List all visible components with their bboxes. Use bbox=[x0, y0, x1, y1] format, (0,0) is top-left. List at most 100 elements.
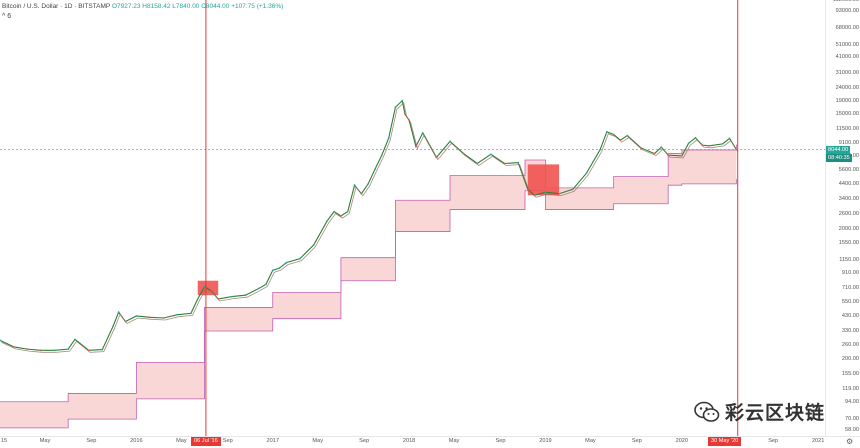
price-point bbox=[326, 219, 329, 222]
watermark-text: 彩云区块链 bbox=[725, 402, 826, 424]
time-tick-label: 2021 bbox=[811, 438, 825, 444]
price-point bbox=[312, 244, 315, 246]
price-point bbox=[176, 313, 179, 316]
price-point bbox=[708, 144, 710, 147]
time-tick-label: May bbox=[176, 438, 187, 444]
price-point bbox=[340, 215, 342, 217]
time-tick-label: 2016 bbox=[130, 438, 143, 444]
price-point bbox=[53, 349, 56, 352]
band-upper-line bbox=[0, 144, 737, 403]
price-tick-label: 200.00 bbox=[841, 356, 859, 363]
interval-label[interactable]: 1D bbox=[64, 3, 73, 10]
indicator-toggle[interactable]: ^ 6 bbox=[2, 13, 12, 20]
price-tick-label: 910.00 bbox=[841, 270, 859, 277]
price-point bbox=[217, 298, 220, 300]
time-tick-label: Sep bbox=[631, 438, 642, 444]
price-point bbox=[415, 145, 417, 148]
time-tick-label: 15 bbox=[0, 438, 8, 444]
price-point bbox=[367, 182, 370, 185]
settings-gear-icon[interactable]: ⚙ bbox=[846, 437, 854, 446]
price-candle-line bbox=[1, 102, 739, 353]
price-point bbox=[667, 154, 670, 157]
price-point bbox=[244, 294, 247, 297]
price-point bbox=[162, 317, 165, 319]
time-tick-label: Sep bbox=[359, 438, 370, 444]
time-tick-label: 2018 bbox=[402, 438, 416, 444]
price-tick-label: 155.00 bbox=[841, 370, 859, 377]
time-tick-label: May bbox=[39, 438, 51, 444]
price-point bbox=[404, 113, 406, 116]
price-point bbox=[408, 119, 410, 122]
price-point bbox=[112, 325, 115, 327]
price-tick-label: 710.00 bbox=[841, 284, 859, 291]
price-point bbox=[230, 295, 233, 298]
price-point bbox=[360, 192, 363, 195]
chart-legend: Bitcoin / U.S. Dollar · 1D · BITSTAMP O7… bbox=[2, 3, 284, 10]
time-marker-right-tag: 30 May '20 bbox=[708, 437, 742, 446]
symbol-title: Bitcoin / U.S. Dollar bbox=[2, 3, 59, 10]
ohlc-values: O7927.23 H8158.42 L7840.00 C8044.00 +107… bbox=[111, 3, 284, 10]
price-point bbox=[660, 146, 663, 149]
price-point bbox=[653, 152, 656, 155]
watermark: 彩云区块链 bbox=[694, 398, 825, 425]
price-point bbox=[585, 172, 588, 175]
price-point bbox=[67, 348, 70, 351]
price-point bbox=[721, 142, 724, 145]
time-tick-label: 2017 bbox=[266, 438, 279, 444]
time-marker-left-tag: 06 Jul '16 bbox=[191, 437, 221, 446]
price-point bbox=[203, 285, 206, 288]
price-point bbox=[265, 283, 267, 286]
price-point bbox=[196, 298, 199, 300]
price-point bbox=[680, 155, 683, 157]
price-point bbox=[701, 144, 704, 147]
price-point bbox=[74, 338, 76, 341]
price-tick-label: 1550.00 bbox=[838, 240, 859, 247]
price-tick-label: 24000.00 bbox=[835, 84, 859, 91]
price-point bbox=[517, 161, 520, 164]
time-tick-label: Sep bbox=[495, 438, 506, 444]
red-block-0 bbox=[197, 280, 219, 296]
price-point bbox=[380, 154, 383, 157]
price-point bbox=[462, 152, 465, 155]
price-chart[interactable] bbox=[0, 0, 825, 436]
price-point bbox=[558, 192, 560, 195]
price-tick-label: 3400.00 bbox=[838, 195, 859, 202]
exchange-label: BITSTAMP bbox=[78, 3, 111, 10]
price-axis[interactable]: 112000.00 93000.00 68000.00 51000.00 41000.0… bbox=[825, 0, 860, 436]
price-point bbox=[40, 349, 42, 352]
price-tick-label: 5600.00 bbox=[838, 167, 859, 174]
price-tick-label: 19000.00 bbox=[835, 97, 859, 104]
price-point bbox=[619, 139, 622, 142]
price-tick-label: 11500.00 bbox=[836, 126, 859, 133]
price-point bbox=[190, 312, 192, 315]
price-point bbox=[26, 348, 29, 351]
price-point bbox=[571, 188, 574, 191]
price-tick-label: 70.00 bbox=[845, 416, 859, 423]
price-point bbox=[626, 134, 629, 137]
price-tick-label: 2600.00 bbox=[838, 210, 859, 217]
price-point bbox=[533, 194, 536, 197]
price-point bbox=[394, 106, 397, 108]
price-tick-label: 31000.00 bbox=[835, 69, 859, 76]
price-tick-label: 330.00 bbox=[841, 328, 859, 335]
price-tick-label: 4400.00 bbox=[838, 180, 859, 187]
price-point bbox=[210, 289, 213, 292]
price-tick-label: 68000.00 bbox=[835, 25, 859, 32]
price-point bbox=[687, 142, 690, 145]
price-point bbox=[544, 191, 547, 194]
price-tick-label: 2000.00 bbox=[838, 225, 859, 232]
price-point bbox=[640, 146, 642, 149]
price-point bbox=[401, 99, 404, 102]
price-point bbox=[12, 345, 15, 348]
price-tick-label: 550.00 bbox=[841, 299, 859, 305]
price-tick-label: 112000.00 bbox=[832, 0, 859, 3]
price-point bbox=[101, 348, 104, 351]
time-tick-label: 2019 bbox=[539, 438, 552, 444]
price-point bbox=[435, 156, 438, 159]
price-point bbox=[135, 315, 138, 317]
price-tick-label: 260.00 bbox=[841, 341, 859, 348]
price-point bbox=[258, 287, 260, 290]
time-tick-label: Sep bbox=[222, 438, 233, 444]
price-point bbox=[346, 210, 349, 213]
price-point bbox=[333, 210, 335, 213]
